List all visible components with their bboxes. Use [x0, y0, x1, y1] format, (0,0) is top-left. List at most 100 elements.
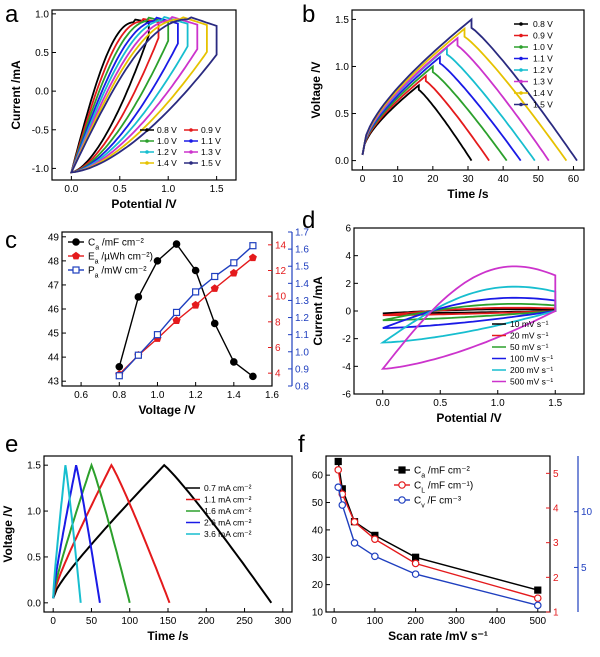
panel-f-xtick-label: 200 — [407, 616, 424, 627]
panel-b-legend-label-2: 1.0 V — [533, 42, 553, 52]
panel-b-xtick-label: 0 — [360, 174, 366, 185]
panel-c-legend-marker-0 — [72, 238, 80, 246]
panel-b-ylabel: Voltage /V — [309, 61, 323, 118]
panel-f-point-1-5 — [533, 594, 542, 602]
panel-a-legend-label-4: 1.2 V — [157, 147, 177, 157]
panel-d-ylabel: Current /mA — [311, 276, 325, 346]
panel-f-legend-label-2: Cv /F cm⁻³ — [414, 496, 462, 510]
panel-e-xlabel: Time /s — [147, 629, 188, 643]
panel-a-xtick-label: 0.0 — [64, 184, 78, 195]
panel-b-series-2 — [361, 64, 508, 162]
panel-c-xtick-label: 1.2 — [189, 390, 203, 401]
panel-e-frame — [43, 455, 293, 613]
panel-a-series-3 — [70, 16, 179, 174]
panel-f-point-1-2 — [350, 518, 359, 526]
panel-e-ytick-label: 1.5 — [27, 461, 41, 472]
panel-b-legend-marker-0 — [519, 22, 523, 26]
panel-c-right-ytick-label: 8 — [275, 317, 281, 328]
panel-c-point-2-7 — [249, 242, 257, 250]
panel-d-legend-label-4: 200 mV s⁻¹ — [510, 365, 553, 375]
panel-b-panel-label: b — [302, 1, 315, 28]
panel-c-xtick-label: 1.4 — [227, 390, 241, 401]
panel-c-point-0-7 — [249, 372, 257, 381]
panel-f-point-2-2 — [350, 539, 359, 547]
panel-c-point-0-0 — [115, 362, 124, 371]
panel-c-xlabel: Voltage /V — [138, 403, 195, 417]
panel-a: 0.0 0.5 1.0 1.5 -1.0 -0.5 0.0 0.5 1.0 Potential /… — [5, 1, 237, 211]
panel-c-point-0-3 — [172, 240, 181, 248]
panel-c-right2-ytick-label: 1.4 — [295, 279, 309, 290]
panel-a-legend-marker-0 — [145, 128, 149, 132]
panel-f-right-ytick-label: 3 — [553, 538, 559, 549]
panel-e-xtick-label: 200 — [198, 616, 215, 627]
panel-c: 0.6 0.8 1.0 1.2 1.4 1.64344454647484946810121… — [5, 227, 309, 417]
panel-e-xtick-label: 50 — [86, 616, 98, 627]
panel-f-panel-label: f — [298, 431, 305, 458]
panel-f: 0 100 200 300 400 500 10 20 30 40 50 60 1 2 3 4 5 5 10 Scan… — [298, 431, 593, 643]
panel-b-ytick-label: 0.5 — [335, 109, 349, 120]
panel-c-ytick-label: 43 — [48, 377, 60, 388]
panel-f-ytick-label: 50 — [312, 498, 324, 509]
panel-f-point-2-5 — [533, 601, 542, 610]
panel-b-series-6 — [361, 26, 568, 162]
panel-f-xtick-label: 300 — [448, 616, 465, 627]
panel-b-legend-marker-1 — [519, 33, 523, 38]
panel-a-series-7 — [69, 16, 218, 174]
panel-b-legend-marker-3 — [519, 56, 523, 61]
panel-f-right-ytick-label: 5 — [553, 469, 559, 480]
panel-d-legend-label-3: 100 mV s⁻¹ — [510, 354, 553, 364]
panel-a-ytick-label: 0.0 — [35, 87, 49, 98]
panel-c-point-1-3 — [172, 316, 181, 324]
panel-f-right2-ytick-label: 10 — [581, 507, 593, 518]
panel-e-legend-label-4: 3.6 mA cm⁻² — [204, 529, 252, 539]
panel-c-right2-ytick-label: 1.7 — [295, 228, 309, 239]
panel-c-panel-label: c — [5, 227, 17, 254]
panel-d-legend-label-5: 500 mV s⁻¹ — [510, 377, 553, 387]
panel-e-legend-label-2: 1.6 mA cm⁻² — [204, 506, 252, 516]
panel-c-point-1-6 — [229, 268, 238, 277]
panel-b-legend-label-0: 0.8 V — [533, 19, 553, 29]
panel-c-right2-ytick-label: 1.1 — [295, 330, 309, 341]
panel-c-ytick-label: 45 — [48, 329, 60, 340]
panel-f-point-0-0 — [334, 457, 342, 466]
panel-f-ytick-label: 40 — [312, 525, 324, 536]
panel-f-point-2-1 — [338, 501, 347, 509]
panel-d-xlabel: Potential /V — [436, 411, 501, 425]
panel-a-legend-marker-5 — [189, 150, 193, 154]
panel-f-ytick-label: 20 — [312, 580, 324, 591]
panel-c-point-2-0 — [115, 372, 123, 380]
panel-c-right2-ytick-label: 1.3 — [295, 296, 309, 307]
panel-c-point-0-2 — [153, 257, 162, 265]
panel-b-ytick-label: 0.0 — [335, 156, 349, 167]
panel-c-point-2-3 — [172, 308, 181, 317]
panel-f-legend-marker-1 — [398, 481, 406, 489]
panel-c-point-0-4 — [191, 266, 200, 275]
panel-f-ytick-label: 60 — [312, 471, 324, 482]
panel-a-legend-marker-2 — [145, 139, 149, 143]
panel-d-xtick-label: 0.5 — [433, 398, 447, 409]
panel-a-xtick-label: 0.5 — [113, 184, 127, 195]
panel-f-right2-ytick-label: 5 — [581, 563, 587, 574]
panel-c-xtick-label: 0.6 — [74, 390, 88, 401]
panel-a-legend-label-3: 1.1 V — [201, 136, 221, 146]
panel-f-point-0-4 — [412, 553, 420, 561]
panel-e-legend-label-1: 1.1 mA cm⁻² — [204, 495, 252, 505]
panel-a-ytick-label: -1.0 — [32, 164, 50, 175]
panel-b-legend-label-1: 0.9 V — [533, 31, 553, 41]
panel-a-legend-label-5: 1.3 V — [201, 147, 221, 157]
panel-c-right2-ytick-label: 1.0 — [295, 347, 309, 358]
panel-b-xtick-label: 50 — [533, 174, 545, 185]
panel-a-ytick-label: 0.5 — [35, 48, 49, 59]
panel-a-panel-label: a — [5, 1, 19, 28]
panel-c-point-1-4 — [191, 300, 200, 309]
panel-f-xlabel: Scan rate /mV s⁻¹ — [388, 629, 488, 643]
panel-c-point-1-7 — [248, 253, 257, 262]
panel-c-right-ytick-label: 4 — [275, 369, 281, 380]
panel-b-legend-marker-7 — [519, 102, 523, 107]
panel-c-legend-marker-2 — [72, 266, 80, 274]
panel-e: 0 50 100 150 200 250 300 0.0 0.5 1.0 1.5 Time /s Vol… — [1, 431, 293, 643]
panel-c-series-0 — [118, 242, 254, 377]
panel-a-legend-marker-3 — [189, 139, 193, 143]
panel-b-legend-marker-4 — [519, 68, 523, 72]
